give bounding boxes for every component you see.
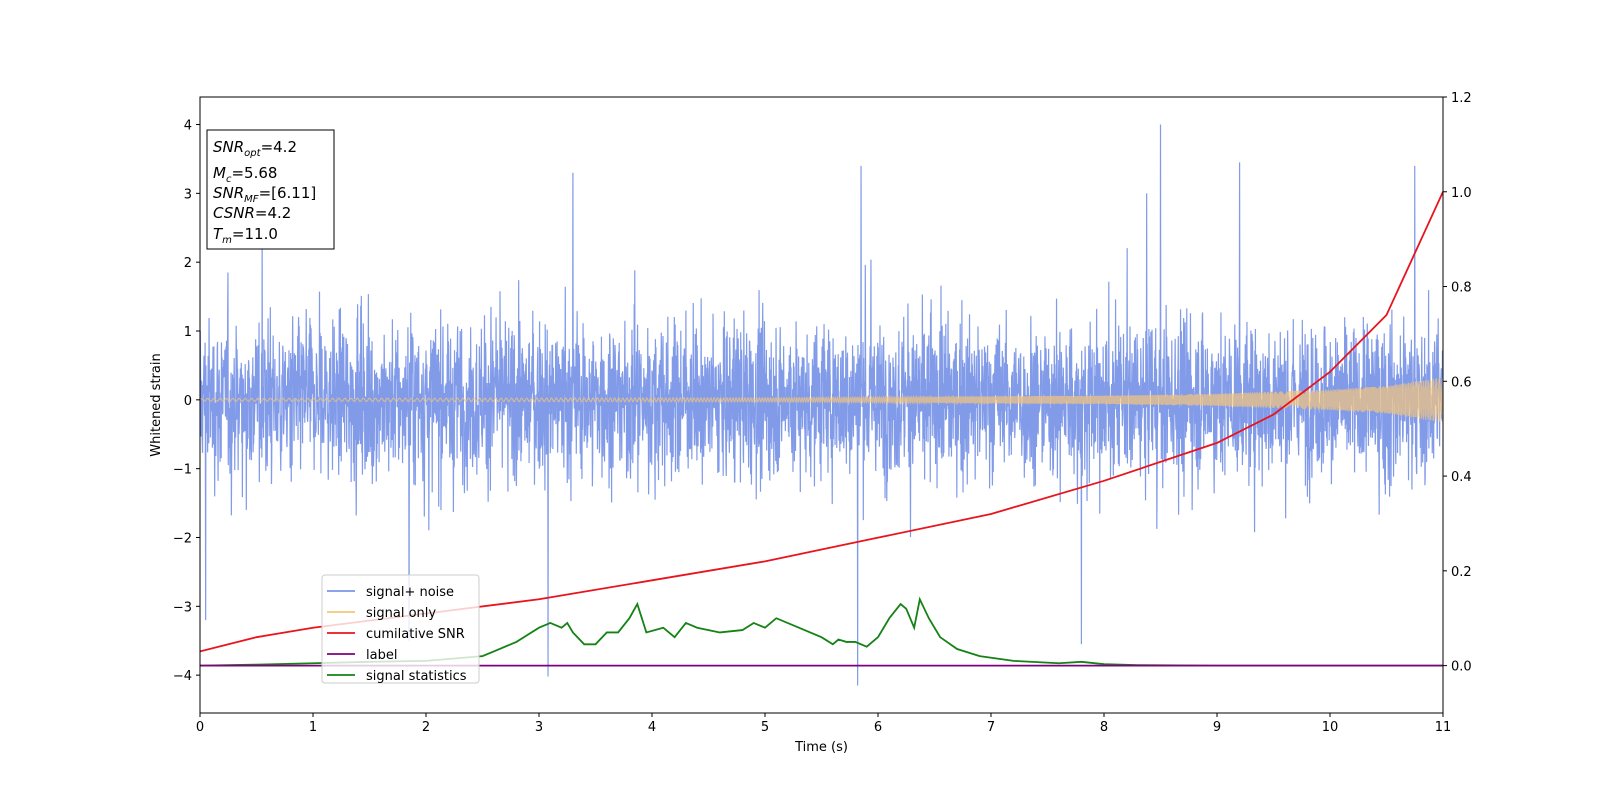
y-tick-label: 3 xyxy=(184,187,192,202)
y-tick-label: 1 xyxy=(184,325,192,340)
x-tick-label: 10 xyxy=(1322,720,1339,735)
y-tick-label: −3 xyxy=(173,600,192,615)
x-tick-label: 11 xyxy=(1435,720,1452,735)
x-tick-label: 3 xyxy=(535,720,543,735)
y-axis-label: Whitened strain xyxy=(149,353,164,456)
info-snr-opt: SNRopt=4.2 xyxy=(213,138,297,159)
y-axis-left: 4 3 2 1 0 −1 −2 −3 −4 xyxy=(173,119,200,684)
y-axis-right: 1.2 1.0 0.8 0.6 0.4 0.2 0.0 xyxy=(1443,91,1472,675)
series-signal-statistics xyxy=(200,596,1443,667)
x-tick-label: 2 xyxy=(422,720,430,735)
legend: signal+ noise signal only cumilative SNR la… xyxy=(321,574,480,684)
x-axis-label: Time (s) xyxy=(794,740,848,755)
legend-entry: signal only xyxy=(366,606,436,621)
series-signal-noise xyxy=(200,124,1443,686)
x-tick-label: 5 xyxy=(761,720,769,735)
y-tick-label: −2 xyxy=(173,531,192,546)
y2-tick-label: 0.6 xyxy=(1451,375,1472,390)
x-tick-label: 0 xyxy=(196,720,204,735)
x-tick-label: 8 xyxy=(1100,720,1108,735)
y2-tick-label: 1.0 xyxy=(1451,186,1472,201)
x-tick-label: 7 xyxy=(987,720,995,735)
y2-tick-label: 0.8 xyxy=(1451,281,1472,296)
y2-tick-label: 0.2 xyxy=(1451,565,1472,580)
y-tick-label: −4 xyxy=(173,669,192,684)
series-signal-only xyxy=(200,377,1443,423)
legend-entry: signal statistics xyxy=(366,669,467,684)
legend-entry: cumilative SNR xyxy=(366,627,465,642)
x-tick-label: 1 xyxy=(309,720,317,735)
info-csnr: CSNR=4.2 xyxy=(213,204,291,222)
y-tick-label: 4 xyxy=(184,119,192,134)
x-axis: 0 1 2 3 4 5 6 7 8 9 10 11 xyxy=(196,713,1451,735)
y2-tick-label: 0.0 xyxy=(1451,660,1472,675)
x-tick-label: 6 xyxy=(874,720,882,735)
legend-entry: signal+ noise xyxy=(366,585,454,600)
legend-entry: label xyxy=(366,648,397,663)
y2-tick-label: 1.2 xyxy=(1451,91,1472,106)
y2-tick-label: 0.4 xyxy=(1451,470,1472,485)
info-tm: Tm=11.0 xyxy=(213,225,278,246)
info-box-frame xyxy=(206,129,335,250)
info-mc: Mc=5.68 xyxy=(213,164,277,185)
x-tick-label: 9 xyxy=(1213,720,1221,735)
y-tick-label: 2 xyxy=(184,256,192,271)
legend-frame xyxy=(321,574,480,684)
y-tick-label: −1 xyxy=(173,463,192,478)
info-snr-mf: SNRMF=[6.11] xyxy=(213,184,316,205)
info-box: SNRopt=4.2 Mc=5.68 SNRMF=[6.11] CSNR=4.2… xyxy=(206,129,335,250)
plot-frame xyxy=(199,96,1444,714)
x-tick-label: 4 xyxy=(648,720,656,735)
y-tick-label: 0 xyxy=(184,394,192,409)
